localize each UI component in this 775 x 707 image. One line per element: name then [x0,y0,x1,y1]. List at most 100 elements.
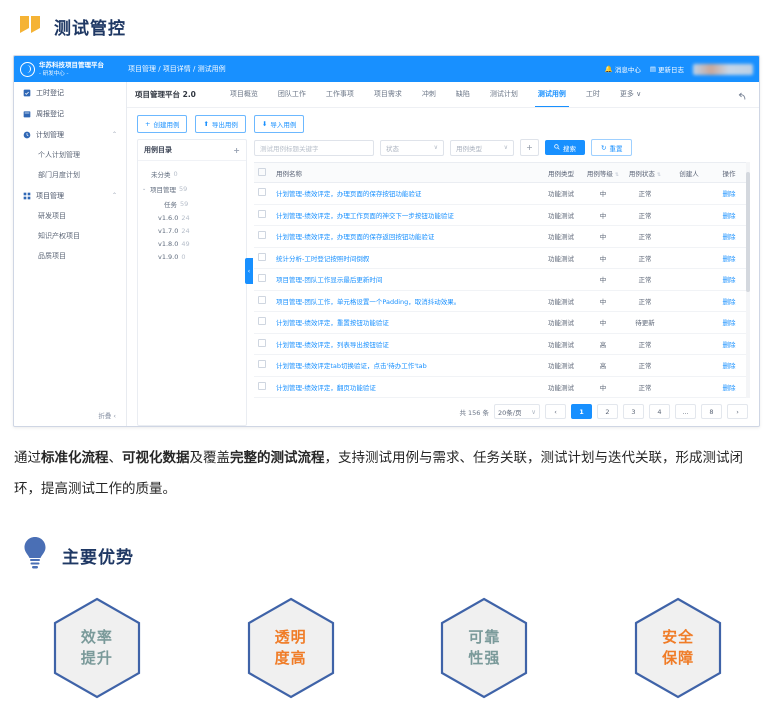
tree-collapse-handle[interactable]: ‹ [245,258,253,284]
add-filter-button[interactable]: + [520,139,539,156]
row-checkbox-cell[interactable] [254,204,270,226]
row-checkbox[interactable] [258,317,266,326]
col-case-level[interactable]: 用例等级 ⇅ [582,162,624,183]
tree-node[interactable]: v1.9.0 0 [142,250,242,263]
row-checkbox[interactable] [258,209,266,218]
row-checkbox-cell[interactable] [254,354,270,377]
cell-case-name[interactable]: 计划管理-绩效评定，翻页功能验证 [270,376,540,398]
col-case-status[interactable]: 用例状态 ⇅ [624,162,666,183]
table-row[interactable]: 计划管理-绩效评定，办理工作页面的神交下一步按钮功能验证 功能测试中正常 删除 [254,204,746,226]
delete-link[interactable]: 删除 [722,297,736,306]
sidebar-item-quality-project[interactable]: 品质项目 [38,252,66,260]
delete-link[interactable]: 删除 [722,340,736,349]
tab-overview[interactable]: 项目概览 [229,90,258,98]
user-avatar[interactable] [693,63,753,75]
cell-case-name[interactable]: 计划管理-绩效评定，办理页面的保存返回按钮功能验证 [270,225,540,248]
chevron-down-icon[interactable]: ⌄ [142,185,147,192]
add-directory-icon[interactable]: + [233,145,240,155]
delete-link[interactable]: 删除 [722,211,736,220]
delete-link[interactable]: 删除 [722,254,736,263]
cell-actions[interactable]: 删除 [712,182,746,205]
pagination-page-2[interactable]: 2 [597,404,618,419]
table-scrollbar[interactable] [746,162,750,398]
tree-node[interactable]: ⌄ 项目管理 59 [142,181,242,196]
cell-case-name[interactable]: 项目管理-团队工作显示最后更新时间 [270,268,540,291]
tab-defects[interactable]: 缺陷 [455,90,470,98]
tree-node[interactable]: 任务 59 [142,196,242,211]
row-checkbox[interactable] [258,295,266,304]
row-checkbox[interactable] [258,360,266,369]
status-select[interactable]: 状态 ∨ [380,139,444,156]
table-row[interactable]: 计划管理-绩效评定，重置按钮功能验证 功能测试中待更新 删除 [254,311,746,334]
row-checkbox[interactable] [258,381,266,390]
row-checkbox[interactable] [258,231,266,240]
select-all-checkbox-cell[interactable] [254,162,270,183]
table-row[interactable]: 计划管理-绩效评定，办理页面的保存返回按钮功能验证 功能测试中正常 删除 [254,225,746,248]
import-case-button[interactable]: ⬇ 导入用例 [253,115,305,133]
cell-case-name[interactable]: 计划管理-绩效评定，列表导出按钮验证 [270,333,540,355]
row-checkbox-cell[interactable] [254,290,270,312]
refresh-icon[interactable] [735,88,747,107]
delete-link[interactable]: 删除 [722,362,736,371]
cell-actions[interactable]: 删除 [712,290,746,312]
select-all-checkbox[interactable] [258,167,266,176]
sidebar-group-project[interactable]: 项目管理 ⌃ [14,185,126,206]
delete-link[interactable]: 删除 [722,233,736,242]
row-checkbox-cell[interactable] [254,225,270,248]
tab-worklog[interactable]: 工时 [585,90,600,98]
cell-case-name[interactable]: 计划管理-绩效评定，办理工作页面的神交下一步按钮功能验证 [270,204,540,226]
tree-node[interactable]: v1.8.0 49 [142,237,242,250]
cell-actions[interactable]: 删除 [712,204,746,226]
sidebar-collapse-button[interactable]: 折叠 ‹ [98,412,116,420]
cell-case-name[interactable]: 计划管理-绩效评定，办理页面的保存按钮功能验证 [270,182,540,205]
sidebar-item-weekly-report[interactable]: 周报登记 [14,103,126,124]
pagination-page-1[interactable]: 1 [571,404,592,419]
reset-button[interactable]: ↻ 重置 [591,139,633,156]
delete-link[interactable]: 删除 [722,383,736,392]
row-checkbox[interactable] [258,252,266,261]
search-button[interactable]: 搜索 [545,140,585,155]
breadcrumb[interactable]: 项目管理 / 项目详情 / 测试用例 [128,65,226,73]
row-checkbox-cell[interactable] [254,311,270,334]
update-log-action[interactable]: ▤ 更新日志 [650,64,684,74]
cell-actions[interactable]: 删除 [712,333,746,355]
row-checkbox-cell[interactable] [254,247,270,269]
delete-link[interactable]: 删除 [722,319,736,328]
pagination-page-8[interactable]: 8 [701,404,722,419]
delete-link[interactable]: 删除 [722,276,736,285]
table-row[interactable]: 计划管理-绩效评定tab切换验证，点击'待办工作'tab 功能测试高正常 删除 [254,354,746,377]
table-row[interactable]: 项目管理-团队工作显示最后更新时间 中正常 删除 [254,268,746,291]
tab-requirements[interactable]: 项目需求 [373,90,402,98]
pagination-next[interactable]: › [727,404,748,419]
sidebar-item-rnd-project[interactable]: 研发项目 [38,212,66,220]
cell-actions[interactable]: 删除 [712,247,746,269]
pagination-prev[interactable]: ‹ [545,404,566,419]
tab-team-work[interactable]: 团队工作 [277,90,306,98]
tab-more[interactable]: 更多 ∨ [619,90,642,98]
cell-actions[interactable]: 删除 [712,354,746,377]
sidebar-item-worklog[interactable]: 工时登记 [14,82,126,103]
tree-node[interactable]: 未分类 0 [142,166,242,181]
search-input[interactable]: 测试用例标题关键字 [254,139,374,156]
cell-actions[interactable]: 删除 [712,225,746,248]
table-row[interactable]: 计划管理-绩效评定，列表导出按钮验证 功能测试高正常 删除 [254,333,746,355]
row-checkbox[interactable] [258,338,266,347]
chevron-up-icon[interactable]: ⌃ [111,192,117,199]
row-checkbox-cell[interactable] [254,333,270,355]
tab-sprint[interactable]: 冲刺 [421,90,436,98]
row-checkbox[interactable] [258,274,266,283]
table-row[interactable]: 计划管理-绩效评定，翻页功能验证 功能测试中正常 删除 [254,376,746,398]
pagination-page-4[interactable]: 4 [649,404,670,419]
page-size-select[interactable]: 20条/页 ∨ [494,404,540,419]
chevron-up-icon[interactable]: ⌃ [111,131,117,138]
table-row[interactable]: 项目管理-团队工作，单元格设置一个Padding，取消抖动效果。 功能测试中正常 删… [254,290,746,312]
sidebar-item-personal-plan[interactable]: 个人计划管理 [38,151,80,159]
cell-case-name[interactable]: 计划管理-绩效评定，重置按钮功能验证 [270,311,540,334]
table-row[interactable]: 统计分析-工时登记按照时间倒叙 功能测试中正常 删除 [254,247,746,269]
pagination-page-3[interactable]: 3 [623,404,644,419]
export-case-button[interactable]: ⬆ 导出用例 [195,115,246,133]
row-checkbox-cell[interactable] [254,182,270,205]
tab-test-plan[interactable]: 测试计划 [489,90,518,98]
tab-work-items[interactable]: 工作事项 [325,90,354,98]
tree-node[interactable]: v1.6.0 24 [142,211,242,224]
